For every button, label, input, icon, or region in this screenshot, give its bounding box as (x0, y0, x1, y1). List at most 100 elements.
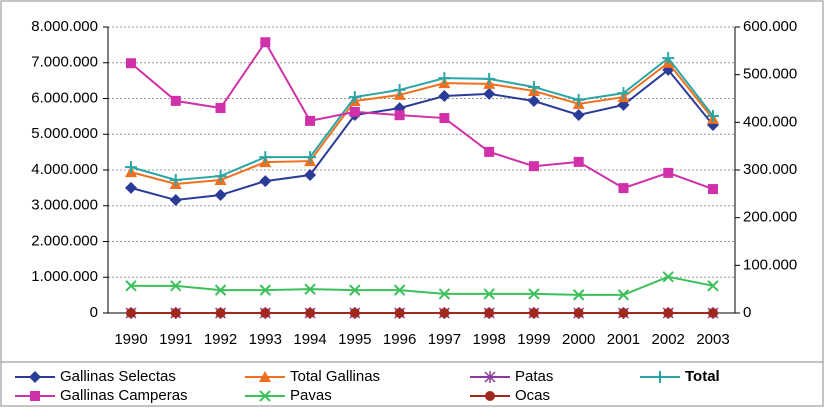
point (572, 289, 585, 301)
point (170, 95, 181, 106)
point (483, 288, 495, 300)
point (169, 194, 182, 207)
point (483, 87, 496, 100)
x-tick-label: 1991 (159, 331, 192, 348)
point (483, 72, 496, 85)
y-tick-label: 0 (90, 304, 98, 321)
point (707, 110, 719, 123)
point (485, 391, 495, 401)
legend-item: Gallinas Camperas (15, 387, 188, 404)
point (662, 271, 674, 283)
point (654, 371, 666, 383)
x-tick-label: 1996 (383, 331, 416, 348)
x-tick-label: 2000 (562, 331, 595, 348)
point (304, 169, 317, 182)
point (394, 308, 405, 318)
point (708, 184, 718, 195)
point (438, 72, 451, 85)
legend-box (0, 361, 824, 407)
point (170, 280, 182, 292)
x-tick-label: 1999 (517, 331, 550, 348)
point (527, 95, 540, 108)
y2-tick-label: 400.000 (743, 113, 797, 130)
point (663, 167, 674, 178)
point (169, 174, 182, 187)
y2-tick-label: 500.000 (743, 66, 797, 83)
y-tick-label: 3.000.000 (31, 197, 98, 214)
y2-tick-label: 300.000 (743, 161, 797, 178)
point (259, 175, 272, 188)
point (393, 284, 406, 296)
x-tick-label: 1995 (338, 331, 371, 348)
point (126, 308, 136, 318)
point (708, 308, 718, 318)
series-line (130, 40, 714, 191)
point (305, 115, 316, 126)
legend-label: Ocas (515, 387, 550, 404)
point (304, 151, 317, 164)
legend-label: Patas (515, 368, 553, 385)
y2-tick-label: 600.000 (743, 18, 797, 35)
point (305, 308, 316, 318)
legend-label: Total Gallinas (290, 368, 380, 385)
legend-item: Total (640, 368, 720, 385)
point (304, 283, 316, 295)
point (393, 83, 406, 96)
x-tick-label: 1992 (204, 331, 237, 348)
y-tick-label: 4.000.000 (31, 161, 98, 178)
point (573, 308, 584, 318)
point (125, 181, 137, 194)
point (170, 308, 181, 318)
series (126, 308, 718, 318)
point (260, 37, 271, 48)
point (618, 183, 629, 194)
point (259, 284, 272, 296)
point (125, 161, 137, 174)
point (572, 93, 585, 106)
point (439, 113, 450, 124)
legend-item: Total Gallinas (245, 368, 380, 385)
x-tick-label: 1990 (114, 331, 147, 348)
point (260, 308, 271, 318)
point (438, 89, 451, 102)
legend-label: Pavas (290, 387, 332, 404)
series (126, 37, 718, 195)
point (528, 308, 539, 318)
point (30, 391, 40, 401)
point (259, 371, 271, 382)
point (528, 161, 539, 172)
x-tick-label: 1998 (472, 331, 505, 348)
y-tick-label: 5.000.000 (31, 125, 98, 142)
point (572, 108, 585, 121)
point (259, 390, 271, 402)
series-line (130, 68, 714, 202)
point (484, 146, 495, 157)
series-line (131, 275, 714, 296)
point (484, 371, 496, 383)
point (349, 284, 361, 296)
point (215, 308, 226, 318)
y2-tick-label: 100.000 (743, 256, 797, 273)
legend-label: Total (685, 368, 720, 385)
point (439, 308, 450, 318)
point (663, 308, 674, 318)
point (214, 284, 227, 296)
x-tick-label: 1997 (428, 331, 461, 348)
x-tick-label: 2003 (696, 331, 729, 348)
point (214, 189, 227, 202)
point (349, 308, 360, 318)
legend-item: Pavas (245, 387, 332, 404)
y-tick-label: 8.000.000 (31, 18, 98, 35)
y2-tick-label: 0 (743, 304, 751, 321)
point (259, 151, 272, 164)
point (125, 280, 137, 292)
point (29, 371, 41, 383)
point (394, 110, 405, 121)
y-tick-label: 2.000.000 (31, 232, 98, 249)
legend-label: Gallinas Selectas (60, 368, 176, 385)
point (484, 308, 495, 318)
series (125, 271, 719, 301)
series-line (130, 56, 714, 182)
